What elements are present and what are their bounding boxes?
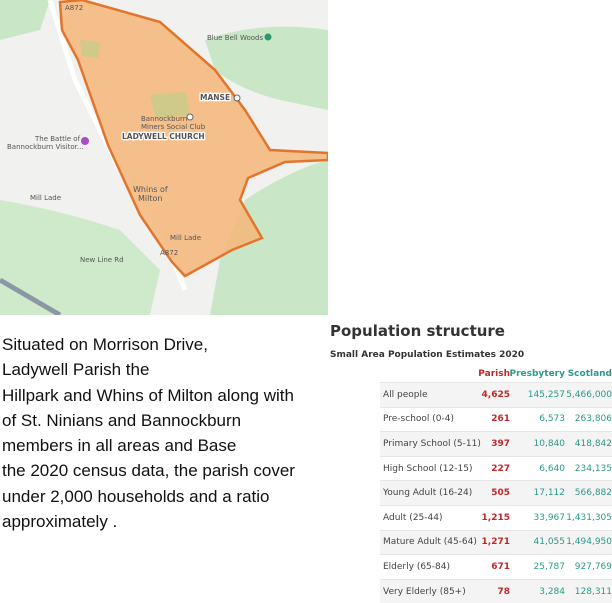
- paragraph-line: the 2020 census data, the parish cover: [2, 461, 295, 481]
- map-label: A872: [65, 4, 83, 12]
- map-label: Mill Lade: [170, 234, 201, 242]
- row-label: Elderly (65-84): [383, 561, 450, 572]
- table-cell: 671: [491, 561, 510, 572]
- table-cell: 3,284: [539, 586, 565, 597]
- column-header: Parish: [478, 369, 510, 379]
- table-cell: 261: [491, 414, 510, 425]
- paragraph-line: Situated on Morrison Drive,: [2, 335, 208, 354]
- table-cell: 5,466,000: [566, 389, 612, 400]
- table-header: Parish Presbytery Scotland: [380, 366, 612, 382]
- paragraph-line: Ladywell Parish the: [2, 360, 150, 380]
- column-header: Scotland: [567, 369, 612, 379]
- table-row: High School (12-15) 227 6,640 234,135: [380, 455, 612, 481]
- map-label: Bannockburn: [141, 115, 187, 123]
- map-label: New Line Rd: [80, 256, 124, 264]
- paragraph-line: under 2,000 households and a ratio: [2, 486, 270, 506]
- table-row: Pre-school (0-4) 261 6,573 263,806: [380, 406, 612, 432]
- table-cell: 1,494,950: [566, 537, 612, 548]
- table-cell: 1,215: [481, 512, 510, 523]
- paragraph-line: members in all areas and Base: [2, 436, 237, 456]
- map-label: A872: [160, 249, 178, 257]
- table-cell: 33,967: [533, 512, 566, 523]
- paragraph-line: Hillpark and Whins of Milton along with: [2, 385, 294, 405]
- row-label: Pre-school (0-4): [383, 414, 454, 425]
- map-label: Bannockburn Visitor...: [7, 143, 84, 151]
- table-body: All people 4,625 145,257 5,466,000 Pre-schoo…: [330, 382, 612, 603]
- table-subtitle: Small Area Population Estimates 2020: [330, 350, 525, 360]
- population-table: Population structure Small Area Populati…: [330, 322, 612, 603]
- map-label: Whins of: [133, 185, 168, 194]
- table-row: Adult (25-44) 1,215 33,967 1,431,305: [380, 504, 612, 530]
- table-cell: 6,640: [539, 463, 565, 474]
- table-cell: 234,135: [574, 463, 612, 474]
- map-label: Milton: [138, 194, 162, 203]
- row-label: Mature Adult (45-64): [383, 537, 477, 548]
- table-row: Very Elderly (85+) 78 3,284 128,311: [380, 578, 612, 603]
- map-label: Miners Social Club: [141, 123, 206, 131]
- table-cell: 927,769: [574, 561, 612, 572]
- table-row: Primary School (5-11) 397 10,840 418,842: [380, 431, 612, 456]
- table-cell: 263,806: [574, 414, 612, 425]
- row-label: All people: [383, 389, 428, 400]
- table-cell: 78: [497, 586, 510, 597]
- map-label: MANSE: [200, 93, 230, 102]
- table-row: Young Adult (16-24) 505 17,112 566,882: [380, 480, 612, 505]
- paragraph-line: of St. Ninians and Bannockburn: [2, 410, 242, 430]
- row-label: Young Adult (16-24): [383, 488, 473, 499]
- table-cell: 566,882: [574, 488, 612, 499]
- table-cell: 227: [491, 463, 510, 474]
- map-label: Blue Bell Woods: [207, 34, 263, 42]
- row-label: Primary School (5-11): [383, 438, 481, 449]
- table-cell: 4,625: [481, 389, 510, 400]
- map-label: Mill Lade: [30, 194, 61, 202]
- table-row: Elderly (65-84) 671 25,787 927,769: [380, 554, 612, 579]
- row-label: Adult (25-44): [383, 512, 443, 523]
- table-cell: 128,311: [574, 586, 612, 597]
- table-cell: 41,055: [533, 537, 566, 548]
- table-cell: 1,431,305: [566, 512, 612, 523]
- table-cell: 505: [491, 488, 510, 499]
- row-label: High School (12-15): [383, 463, 473, 474]
- table-cell: 145,257: [527, 389, 565, 400]
- table-cell: 10,840: [533, 438, 566, 449]
- table-row: All people 4,625 145,257 5,466,000: [380, 382, 612, 407]
- table-title: Population structure: [330, 322, 505, 340]
- table-cell: 397: [491, 438, 510, 449]
- table-cell: 418,842: [574, 438, 612, 449]
- table-cell: 1,271: [481, 537, 510, 548]
- paragraph-line: approximately .: [2, 512, 118, 532]
- table-row: Mature Adult (45-64) 1,271 41,055 1,494,950: [380, 529, 612, 555]
- map-label: The Battle of: [34, 135, 81, 143]
- table-cell: 6,573: [539, 414, 565, 425]
- table-cell: 25,787: [533, 561, 566, 572]
- paragraph: Situated on Morrison Drive, Ladywell Pari…: [2, 332, 332, 534]
- table-cell: 17,112: [533, 488, 566, 499]
- map-label: LADYWELL CHURCH: [122, 132, 205, 141]
- row-label: Very Elderly (85+): [383, 586, 466, 597]
- column-header: Presbytery: [509, 369, 565, 379]
